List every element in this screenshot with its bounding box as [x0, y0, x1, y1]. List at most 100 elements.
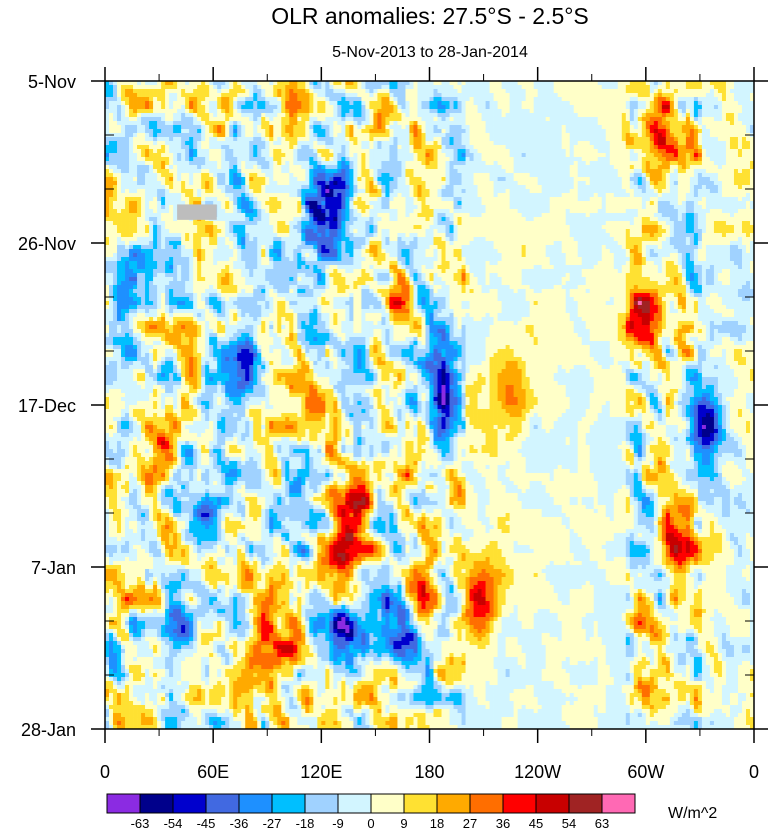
heatmap-cell — [229, 93, 233, 97]
heatmap-cell — [249, 201, 253, 205]
heatmap-cell — [253, 141, 257, 145]
heatmap-cell — [446, 125, 450, 129]
heatmap-cell — [594, 161, 598, 165]
heatmap-cell — [486, 129, 490, 133]
heatmap-cell — [622, 165, 626, 169]
heatmap-cell — [181, 101, 185, 105]
heatmap-cell — [662, 173, 666, 177]
heatmap-cell — [349, 89, 353, 93]
heatmap-cell — [650, 85, 654, 89]
heatmap-cell — [145, 141, 149, 145]
heatmap-cell — [594, 129, 598, 133]
heatmap-cell — [438, 121, 442, 125]
heatmap-cell — [526, 101, 530, 105]
heatmap-cell — [149, 189, 153, 193]
heatmap-cell — [341, 165, 345, 169]
heatmap-cell — [622, 89, 626, 93]
heatmap-cell — [630, 157, 634, 161]
heatmap-cell — [317, 173, 321, 177]
heatmap-cell — [417, 101, 421, 105]
heatmap-cell — [177, 189, 181, 193]
heatmap-cell — [458, 101, 462, 105]
heatmap-cell — [369, 117, 373, 121]
heatmap-cell — [357, 189, 361, 193]
heatmap-cell — [510, 181, 514, 185]
heatmap-cell — [145, 121, 149, 125]
heatmap-cell — [454, 109, 458, 113]
heatmap-cell — [682, 133, 686, 137]
heatmap-cell — [413, 161, 417, 165]
heatmap-cell — [698, 129, 702, 133]
heatmap-cell — [606, 121, 610, 125]
heatmap-cell — [502, 129, 506, 133]
heatmap-cell — [678, 133, 682, 137]
heatmap-cell — [241, 149, 245, 153]
heatmap-cell — [273, 153, 277, 157]
heatmap-cell — [173, 137, 177, 141]
heatmap-cell — [542, 197, 546, 201]
heatmap-cell — [578, 201, 582, 205]
heatmap-cell — [746, 153, 750, 157]
heatmap-cell — [682, 125, 686, 129]
heatmap-cell — [622, 189, 626, 193]
heatmap-cell — [510, 109, 514, 113]
heatmap-cell — [610, 101, 614, 105]
heatmap-cell — [450, 189, 454, 193]
heatmap-cell — [141, 177, 145, 181]
heatmap-cell — [325, 121, 329, 125]
heatmap-cell — [682, 97, 686, 101]
heatmap-cell — [434, 125, 438, 129]
heatmap-cell — [554, 89, 558, 93]
heatmap-cell — [141, 193, 145, 197]
heatmap-cell — [718, 93, 722, 97]
heatmap-cell — [265, 201, 269, 205]
heatmap-cell — [454, 105, 458, 109]
heatmap-cell — [253, 165, 257, 169]
heatmap-cell — [241, 89, 245, 93]
heatmap-cell — [678, 153, 682, 157]
heatmap-cell — [662, 113, 666, 117]
heatmap-cell — [113, 129, 117, 133]
heatmap-cell — [450, 121, 454, 125]
heatmap-cell — [325, 197, 329, 201]
heatmap-cell — [438, 129, 442, 133]
heatmap-cell — [341, 97, 345, 101]
heatmap-cell — [706, 185, 710, 189]
heatmap-cell — [698, 89, 702, 93]
heatmap-cell — [221, 137, 225, 141]
heatmap-cell — [502, 169, 506, 173]
heatmap-cell — [502, 93, 506, 97]
heatmap-cell — [341, 85, 345, 89]
heatmap-cell — [558, 133, 562, 137]
heatmap-cell — [229, 137, 233, 141]
heatmap-cell — [337, 153, 341, 157]
heatmap-cell — [646, 141, 650, 145]
heatmap-cell — [482, 149, 486, 153]
heatmap-cell — [598, 185, 602, 189]
heatmap-cell — [141, 149, 145, 153]
heatmap-cell — [269, 105, 273, 109]
heatmap-cell — [125, 109, 129, 113]
heatmap-cell — [682, 181, 686, 185]
heatmap-cell — [710, 165, 714, 169]
heatmap-cell — [742, 101, 746, 105]
heatmap-cell — [726, 149, 730, 153]
heatmap-cell — [237, 153, 241, 157]
heatmap-cell — [161, 101, 165, 105]
heatmap-cell — [570, 129, 574, 133]
heatmap-cell — [586, 121, 590, 125]
heatmap-cell — [417, 161, 421, 165]
heatmap-cell — [582, 193, 586, 197]
heatmap-cell — [401, 157, 405, 161]
heatmap-cell — [125, 113, 129, 117]
heatmap-cell — [353, 141, 357, 145]
heatmap-cell — [409, 185, 413, 189]
heatmap-cell — [490, 129, 494, 133]
heatmap-cell — [233, 121, 237, 125]
heatmap-cell — [137, 85, 141, 89]
heatmap-cell — [321, 149, 325, 153]
heatmap-cell — [393, 161, 397, 165]
heatmap-cell — [734, 173, 738, 177]
heatmap-cell — [598, 141, 602, 145]
heatmap-cell — [293, 121, 297, 125]
